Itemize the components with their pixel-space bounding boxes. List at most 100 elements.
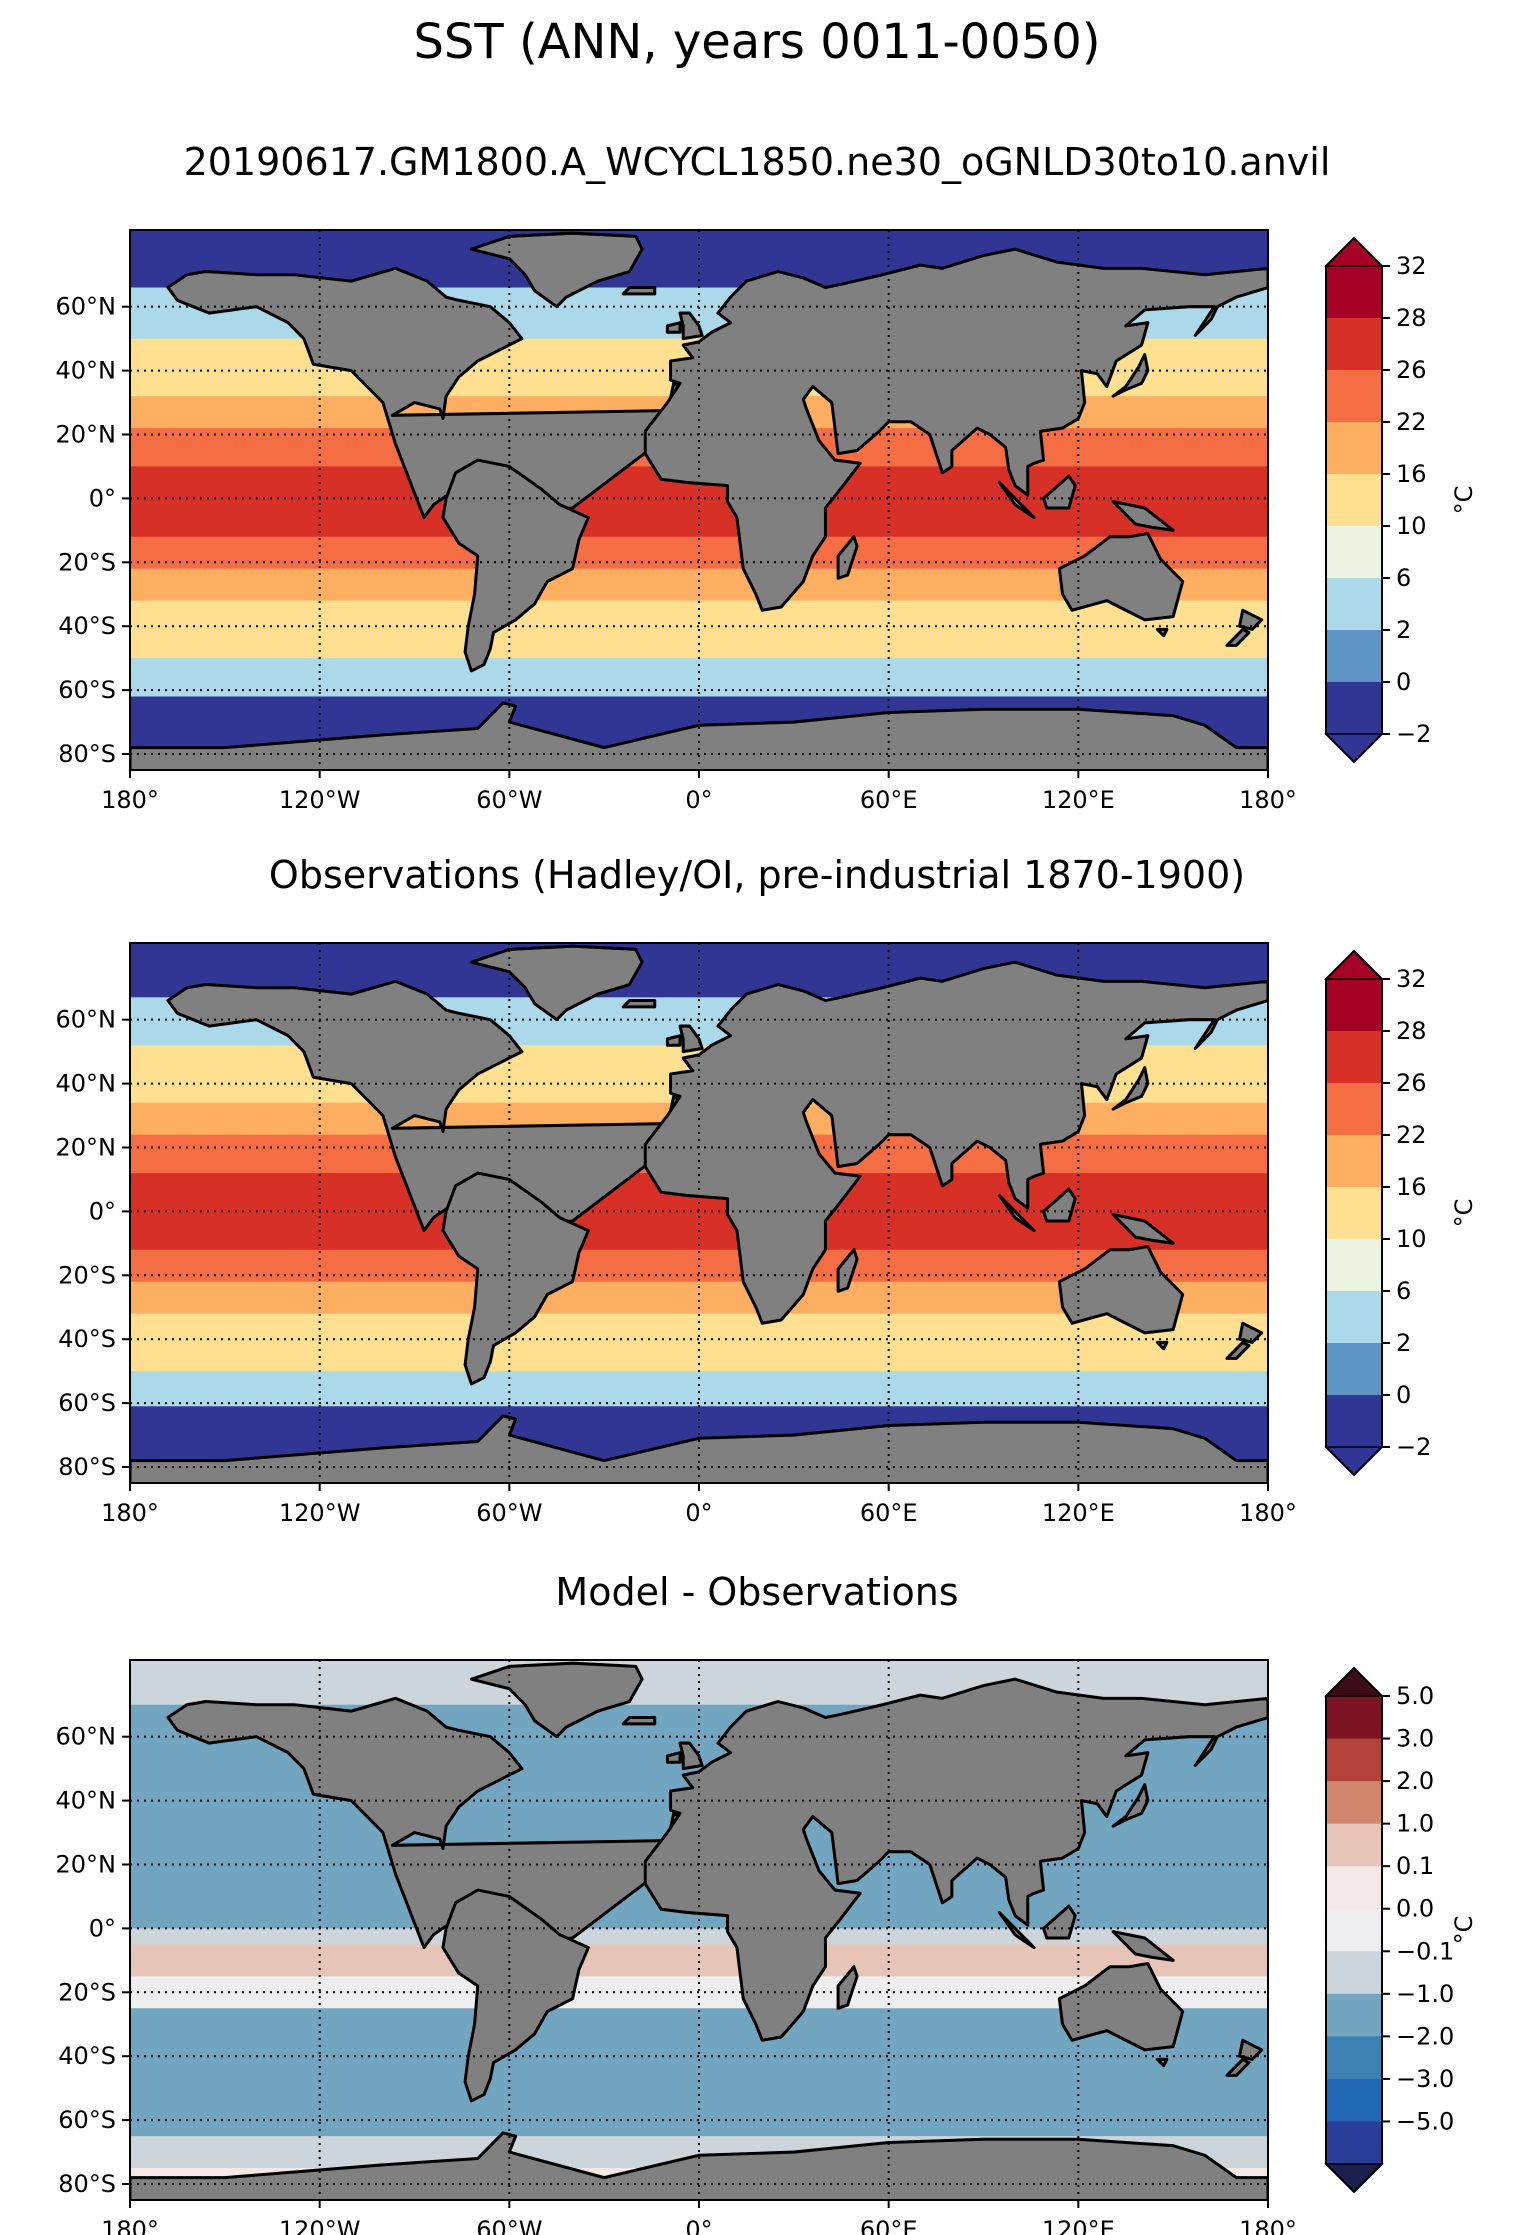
- colorbar-swatch: [1326, 1291, 1382, 1344]
- colorbar-swatch: [1326, 1395, 1382, 1448]
- y-tick-label: 40°N: [56, 1070, 117, 1098]
- colorbar-swatch: [1326, 2036, 1382, 2080]
- colorbar-swatch: [1326, 1187, 1382, 1240]
- x-tick-label: 120°E: [1042, 2216, 1115, 2235]
- colorbar-swatch: [1326, 1239, 1382, 1292]
- colorbar-tick-label: −0.1: [1396, 1937, 1454, 1965]
- colorbar-swatch: [1326, 1696, 1382, 1740]
- y-tick-label: 60°S: [58, 1389, 116, 1417]
- x-tick-label: 180°: [101, 1499, 159, 1527]
- colorbar-extend-min: [1324, 1446, 1384, 1477]
- gridlines: [130, 943, 1268, 1483]
- colorbar-swatch: [1326, 370, 1382, 423]
- colorbar-tick-label: 0.0: [1396, 1895, 1434, 1923]
- colorbar-tick-label: 16: [1396, 1173, 1427, 1201]
- x-tick-label: 60°E: [860, 2216, 918, 2235]
- sst-band: [130, 1944, 1268, 1978]
- x-tick-label: 180°: [1239, 2216, 1297, 2235]
- x-tick-label: 120°W: [279, 1499, 361, 1527]
- colorbar: 32 28 26 22 16 10 6 2 0 −2 °C: [1324, 236, 1478, 764]
- y-tick-label: 20°S: [58, 1261, 116, 1289]
- x-tick-label: 60°W: [476, 786, 542, 814]
- colorbar-swatch: [1326, 1031, 1382, 1084]
- y-tick-label: 20°S: [58, 1978, 116, 2006]
- gridlines: [130, 230, 1268, 770]
- y-tick-label: 20°N: [56, 420, 117, 448]
- colorbar-swatch: [1326, 1951, 1382, 1995]
- colorbar-swatch: [1326, 578, 1382, 631]
- colorbar-swatch: [1326, 1781, 1382, 1825]
- y-tick-label: 80°S: [58, 1453, 116, 1481]
- panel-3-title: Model - Observations: [555, 1570, 959, 1614]
- axis-ticks: 180° 120°W 60°W 0° 60°E 120°E 180° 60°N 40°N 20°N…: [56, 293, 1297, 814]
- colorbar: 5.0 3.0 2.0 1.0 0.1 0.0 −0.1 −1.0 −2.0 −3.0 −5.0 °C: [1324, 1666, 1478, 2194]
- colorbar-tick-label: 22: [1396, 1121, 1427, 1149]
- x-tick-label: 60°W: [476, 1499, 542, 1527]
- x-tick-label: 180°: [101, 786, 159, 814]
- colorbar-swatch: [1326, 422, 1382, 475]
- axis-ticks: 180° 120°W 60°W 0° 60°E 120°E 180° 60°N 40°N 20°N…: [56, 1006, 1297, 1527]
- panel-model: 180° 120°W 60°W 0° 60°E 120°E 180° 60°N 40°N 20°N…: [56, 229, 1478, 814]
- colorbar-swatch: [1326, 2078, 1382, 2122]
- panel-1-title: 20190617.GM1800.A_WCYCL1850.ne30_oGNLD30…: [183, 140, 1331, 184]
- colorbar-tick-label: −2: [1396, 720, 1431, 748]
- colorbar-swatch: [1326, 474, 1382, 527]
- colorbar-tick-label: 10: [1396, 512, 1427, 540]
- axis-ticks: 180° 120°W 60°W 0° 60°E 120°E 180° 60°N 40°N 20°N…: [56, 1723, 1297, 2235]
- colorbar-tick-label: 16: [1396, 460, 1427, 488]
- colorbar-tick-label: 5.0: [1396, 1682, 1434, 1710]
- x-tick-label: 120°W: [279, 786, 361, 814]
- y-tick-label: 20°N: [56, 1133, 117, 1161]
- colorbar-swatch: [1326, 682, 1382, 735]
- colorbar-tick-label: 6: [1396, 1277, 1411, 1305]
- colorbar-swatch: [1326, 2121, 1382, 2165]
- colorbar-extend-max: [1324, 236, 1384, 267]
- panel-observations: 180° 120°W 60°W 0° 60°E 120°E 180° 60°N 40°N 20°N…: [56, 942, 1478, 1527]
- colorbar-tick-label: 26: [1396, 356, 1427, 384]
- y-tick-label: 40°N: [56, 1787, 117, 1815]
- colorbar-label: °C: [1450, 486, 1478, 515]
- y-tick-label: 60°N: [56, 293, 117, 321]
- x-tick-label: 120°E: [1042, 786, 1115, 814]
- y-tick-label: 60°S: [58, 676, 116, 704]
- y-tick-label: 60°N: [56, 1723, 117, 1751]
- x-tick-label: 180°: [1239, 786, 1297, 814]
- colorbar-extend-max: [1324, 1666, 1384, 1697]
- colorbar-swatch: [1326, 1866, 1382, 1910]
- colorbar-tick-label: −5.0: [1396, 2107, 1454, 2135]
- y-tick-label: 40°S: [58, 1325, 116, 1353]
- gridlines: [130, 1660, 1268, 2200]
- y-tick-label: 20°N: [56, 1850, 117, 1878]
- sst-band: [130, 658, 1268, 682]
- x-tick-label: 0°: [685, 2216, 712, 2235]
- panel-difference: 180° 120°W 60°W 0° 60°E 120°E 180° 60°N 40°N 20°N…: [56, 1659, 1478, 2235]
- colorbar: 32 28 26 22 16 10 6 2 0 −2 °C: [1324, 949, 1478, 1477]
- y-tick-label: 20°S: [58, 548, 116, 576]
- colorbar-swatch: [1326, 318, 1382, 371]
- colorbar-tick-label: 2.0: [1396, 1767, 1434, 1795]
- colorbar-tick-label: 0: [1396, 1381, 1411, 1409]
- colorbar-tick-label: −2.0: [1396, 2022, 1454, 2050]
- y-tick-label: 80°S: [58, 740, 116, 768]
- y-tick-label: 0°: [89, 484, 116, 512]
- colorbar-tick-label: 28: [1396, 1017, 1427, 1045]
- y-tick-label: 80°S: [58, 2170, 116, 2198]
- x-tick-label: 60°W: [476, 2216, 542, 2235]
- x-tick-label: 60°E: [860, 786, 918, 814]
- sst-band: [130, 680, 1268, 698]
- colorbar-extend-min: [1324, 2163, 1384, 2194]
- y-tick-label: 40°S: [58, 612, 116, 640]
- colorbar-tick-label: −2: [1396, 1433, 1431, 1461]
- sst-band: [130, 1928, 1268, 1946]
- colorbar-tick-label: 0.1: [1396, 1852, 1434, 1880]
- colorbar-swatch: [1326, 630, 1382, 683]
- sst-band: [130, 600, 1268, 634]
- colorbar-swatch: [1326, 1343, 1382, 1396]
- colorbar-tick-label: 6: [1396, 564, 1411, 592]
- y-tick-label: 40°N: [56, 357, 117, 385]
- colorbar-tick-label: 2: [1396, 1329, 1411, 1357]
- colorbar-swatch: [1326, 1908, 1382, 1952]
- colorbar-tick-label: −1.0: [1396, 1980, 1454, 2008]
- x-tick-label: 180°: [1239, 1499, 1297, 1527]
